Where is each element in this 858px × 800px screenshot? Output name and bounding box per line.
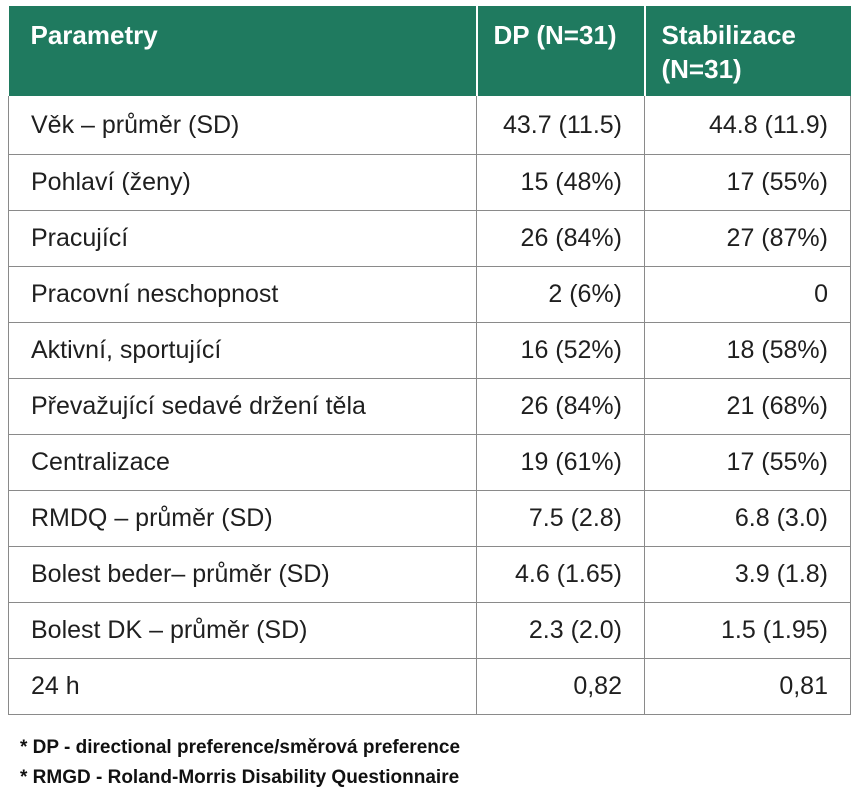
table-row: 24 h 0,82 0,81 — [8, 658, 851, 715]
row-label: Věk – průměr (SD) — [8, 96, 477, 155]
stabilizace-value: 1.5 (1.95) — [644, 602, 851, 659]
row-label: Bolest DK – průměr (SD) — [8, 602, 477, 659]
dp-value: 43.7 (11.5) — [476, 96, 645, 155]
stabilizace-value: 27 (87%) — [644, 210, 851, 267]
stabilizace-value: 6.8 (3.0) — [644, 490, 851, 547]
row-label: 24 h — [8, 658, 477, 715]
footnote-dp: * DP - directional preference/směrová pr… — [20, 737, 461, 758]
dp-value: 26 (84%) — [476, 378, 645, 435]
footnote-rmgd: * RMGD - Roland-Morris Disability Questi… — [20, 767, 460, 788]
header-stabilizace: Stabilizace (N=31) — [644, 6, 851, 96]
row-label: Centralizace — [8, 434, 477, 491]
row-label: Pracovní neschopnost — [8, 266, 477, 323]
dp-value: 26 (84%) — [476, 210, 645, 267]
footnotes: * DP - directional preference/směrová pr… — [20, 733, 460, 793]
table-header-row: Parametry DP (N=31) Stabilizace (N=31) — [8, 6, 851, 96]
dp-value: 2.3 (2.0) — [476, 602, 645, 659]
header-parametry: Parametry — [8, 6, 478, 96]
stabilizace-value: 18 (58%) — [644, 322, 851, 379]
table-row: Bolest DK – průměr (SD) 2.3 (2.0) 1.5 (1… — [8, 602, 851, 659]
stabilizace-value: 44.8 (11.9) — [644, 96, 851, 155]
table-row: Pracovní neschopnost 2 (6%) 0 — [8, 266, 851, 323]
dp-value: 16 (52%) — [476, 322, 645, 379]
table-row: Centralizace 19 (61%) 17 (55%) — [8, 434, 851, 491]
row-label: Aktivní, sportující — [8, 322, 477, 379]
table-row: Převažující sedavé držení těla 26 (84%) … — [8, 378, 851, 435]
table-row: Aktivní, sportující 16 (52%) 18 (58%) — [8, 322, 851, 379]
row-label: Pohlaví (ženy) — [8, 154, 477, 211]
dp-value: 7.5 (2.8) — [476, 490, 645, 547]
dp-value: 0,82 — [476, 658, 645, 715]
row-label: Bolest beder– průměr (SD) — [8, 546, 477, 603]
dp-value: 15 (48%) — [476, 154, 645, 211]
table-row: Pohlaví (ženy) 15 (48%) 17 (55%) — [8, 154, 851, 211]
row-label: Převažující sedavé držení těla — [8, 378, 477, 435]
table-row: Pracující 26 (84%) 27 (87%) — [8, 210, 851, 267]
stabilizace-value: 17 (55%) — [644, 434, 851, 491]
table-row: Bolest beder– průměr (SD) 4.6 (1.65) 3.9… — [8, 546, 851, 603]
data-table-container: Parametry DP (N=31) Stabilizace (N=31) V… — [8, 6, 851, 715]
dp-value: 4.6 (1.65) — [476, 546, 645, 603]
stabilizace-value: 0 — [644, 266, 851, 323]
dp-value: 19 (61%) — [476, 434, 645, 491]
row-label: Pracující — [8, 210, 477, 267]
stabilizace-value: 3.9 (1.8) — [644, 546, 851, 603]
stabilizace-value: 21 (68%) — [644, 378, 851, 435]
stabilizace-value: 17 (55%) — [644, 154, 851, 211]
row-label: RMDQ – průměr (SD) — [8, 490, 477, 547]
table-row: RMDQ – průměr (SD) 7.5 (2.8) 6.8 (3.0) — [8, 490, 851, 547]
stabilizace-value: 0,81 — [644, 658, 851, 715]
table-row: Věk – průměr (SD) 43.7 (11.5) 44.8 (11.9… — [8, 96, 851, 155]
header-dp: DP (N=31) — [476, 6, 646, 96]
parameters-table: Parametry DP (N=31) Stabilizace (N=31) V… — [8, 6, 851, 715]
dp-value: 2 (6%) — [476, 266, 645, 323]
